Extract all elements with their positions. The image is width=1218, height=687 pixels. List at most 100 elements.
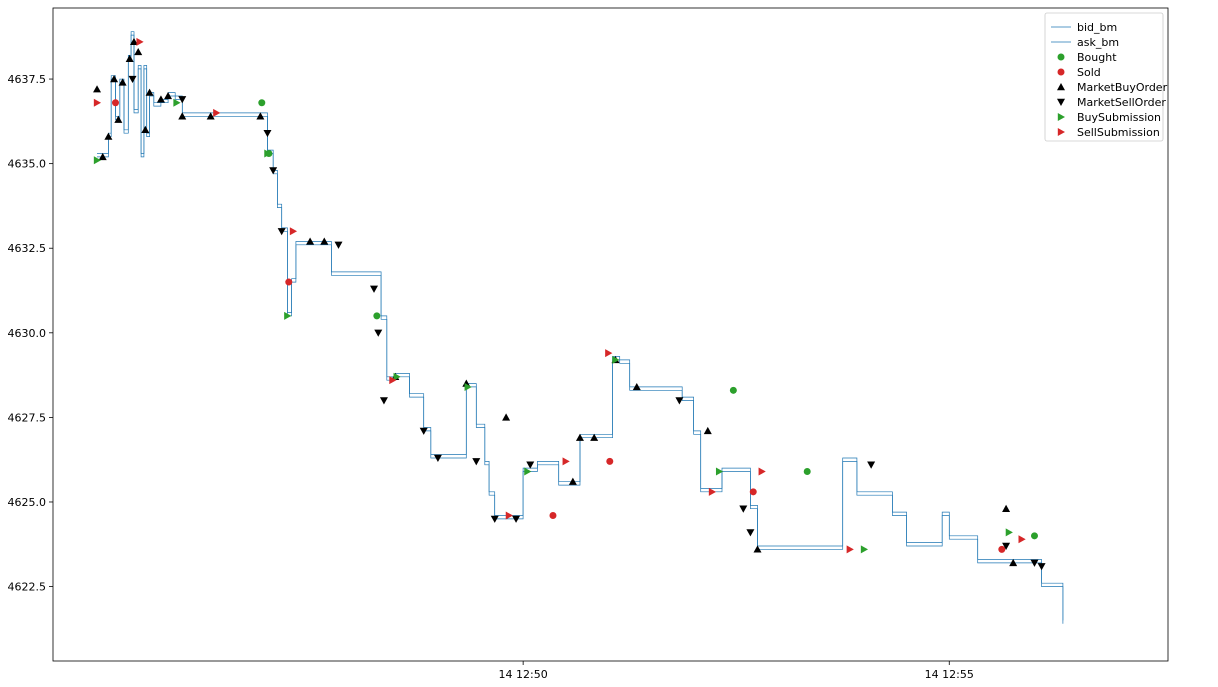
market-buy-order-marker: [590, 433, 599, 441]
sold-marker: [111, 99, 119, 107]
market-sell-order-marker: [490, 515, 499, 523]
sold-marker: [549, 512, 557, 520]
market-buy-order-marker: [632, 382, 641, 391]
buy-submission-marker: [715, 467, 724, 476]
market-sell-order-marker: [512, 515, 521, 523]
x-tick-label: 14 12:55: [925, 668, 974, 681]
market-buy-order-marker: [256, 112, 265, 120]
market-buy-order-marker: [1002, 504, 1011, 512]
buy-submission-marker: [393, 372, 401, 381]
market-sell-order-marker: [334, 241, 343, 249]
market-buy-order-marker: [502, 413, 511, 421]
market-buy-order-marker: [98, 152, 107, 161]
sell-submission-marker: [758, 467, 766, 476]
market-buy-order-marker: [164, 91, 173, 100]
market-sell-order-marker: [1030, 559, 1039, 567]
x-tick-label: 14 12:50: [499, 668, 548, 681]
x-axis: 14 12:50 14 12:55: [499, 661, 974, 681]
bought-marker: [803, 468, 811, 476]
market-buy-order-marker: [703, 426, 712, 435]
legend-label-bid-bm: bid_bm: [1077, 21, 1117, 34]
legend: bid_bm ask_bm Bought Sold MarketBuyOrder Mark…: [1044, 12, 1168, 142]
market-sell-order-marker: [374, 329, 383, 337]
market-buy-order-marker: [575, 433, 584, 441]
bought-marker: [258, 99, 266, 107]
buy-submission-marker: [860, 545, 869, 554]
sold-marker: [749, 488, 757, 496]
market-sell-order-marker: [1037, 563, 1046, 571]
market-sell-order-marker: [277, 228, 286, 236]
market-buy-order-marker: [93, 85, 102, 93]
sell-submission-marker: [389, 376, 397, 385]
market-sell-order-marker: [1002, 542, 1011, 550]
market-sell-order-marker: [419, 427, 428, 435]
market-buy-order-marker: [104, 132, 113, 140]
market-buy-order-marker: [206, 112, 215, 120]
market-sell-order-marker: [433, 454, 442, 462]
bought-marker: [373, 312, 381, 320]
buy-submission-marker: [464, 382, 472, 391]
market-buy-order-marker: [178, 112, 187, 120]
sell-submission-marker: [136, 37, 144, 46]
market-buy-order-marker: [1009, 558, 1018, 567]
series-lines: [97, 31, 1064, 624]
bid-bm-line: [97, 34, 1064, 624]
market-buy-order-marker: [462, 379, 471, 387]
market-sell-order-marker: [269, 167, 278, 175]
sell-submission-marker: [1018, 535, 1026, 544]
buy-submission-marker: [612, 355, 620, 364]
y-tick-label: 4632.5: [8, 242, 47, 255]
legend-swatch-market-sell-order: [1057, 98, 1065, 106]
market-buy-order-marker: [156, 95, 165, 103]
legend-label-sell-submission: SellSubmission: [1077, 126, 1160, 139]
buy-submission-marker: [93, 156, 102, 165]
legend-swatch-market-buy-order: [1057, 83, 1065, 91]
buy-submission-marker: [524, 467, 532, 476]
y-tick-label: 4637.5: [8, 73, 47, 86]
y-tick-label: 4625.0: [8, 496, 47, 509]
market-sell-order-marker: [472, 458, 481, 466]
sell-submission-marker: [93, 98, 102, 107]
market-sell-order-marker: [379, 397, 388, 405]
market-sell-order-marker: [263, 129, 272, 138]
y-axis: 4622.5 4625.0 4627.5 4630.0 4632.5 4635.0 4637…: [8, 73, 53, 594]
plot-frame: [52, 7, 1169, 662]
buy-submission-marker: [284, 311, 292, 320]
market-buy-order-marker: [568, 477, 577, 485]
legend-swatch-bought: [1057, 53, 1065, 61]
market-sell-order-marker: [867, 461, 876, 469]
sell-submission-marker: [505, 511, 513, 520]
y-tick-label: 4627.5: [8, 411, 47, 424]
market-sell-order-marker: [128, 75, 137, 84]
bought-marker: [1030, 532, 1038, 540]
sold-marker: [606, 457, 614, 465]
legend-label-market-buy-order: MarketBuyOrder: [1077, 81, 1168, 94]
market-buy-order-marker: [145, 88, 154, 96]
legend-swatch-buy-submission: [1057, 113, 1065, 121]
legend-box: [1044, 12, 1164, 142]
market-buy-order-marker: [118, 78, 127, 86]
market-buy-order-marker: [306, 237, 315, 245]
sell-submission-marker: [708, 487, 717, 496]
buy-submission-marker: [1005, 528, 1013, 537]
series-markers: [93, 37, 1046, 571]
bought-marker: [729, 386, 737, 394]
sell-submission-marker: [213, 108, 221, 117]
market-buy-order-marker: [141, 125, 150, 134]
buy-submission-marker: [264, 149, 272, 158]
market-sell-order-marker: [370, 285, 379, 293]
market-sell-order-marker: [526, 461, 535, 469]
y-tick-label: 4622.5: [8, 581, 47, 594]
market-buy-order-marker: [320, 237, 329, 245]
market-sell-order-marker: [178, 96, 187, 104]
sold-marker: [998, 545, 1006, 553]
sell-submission-marker: [846, 545, 854, 554]
legend-label-bought: Bought: [1077, 51, 1117, 64]
legend-label-buy-submission: BuySubmission: [1077, 111, 1161, 124]
market-sell-order-marker: [746, 529, 755, 537]
market-buy-order-marker: [134, 47, 143, 56]
y-tick-label: 4630.0: [8, 327, 47, 340]
market-buy-order-marker: [753, 545, 762, 553]
